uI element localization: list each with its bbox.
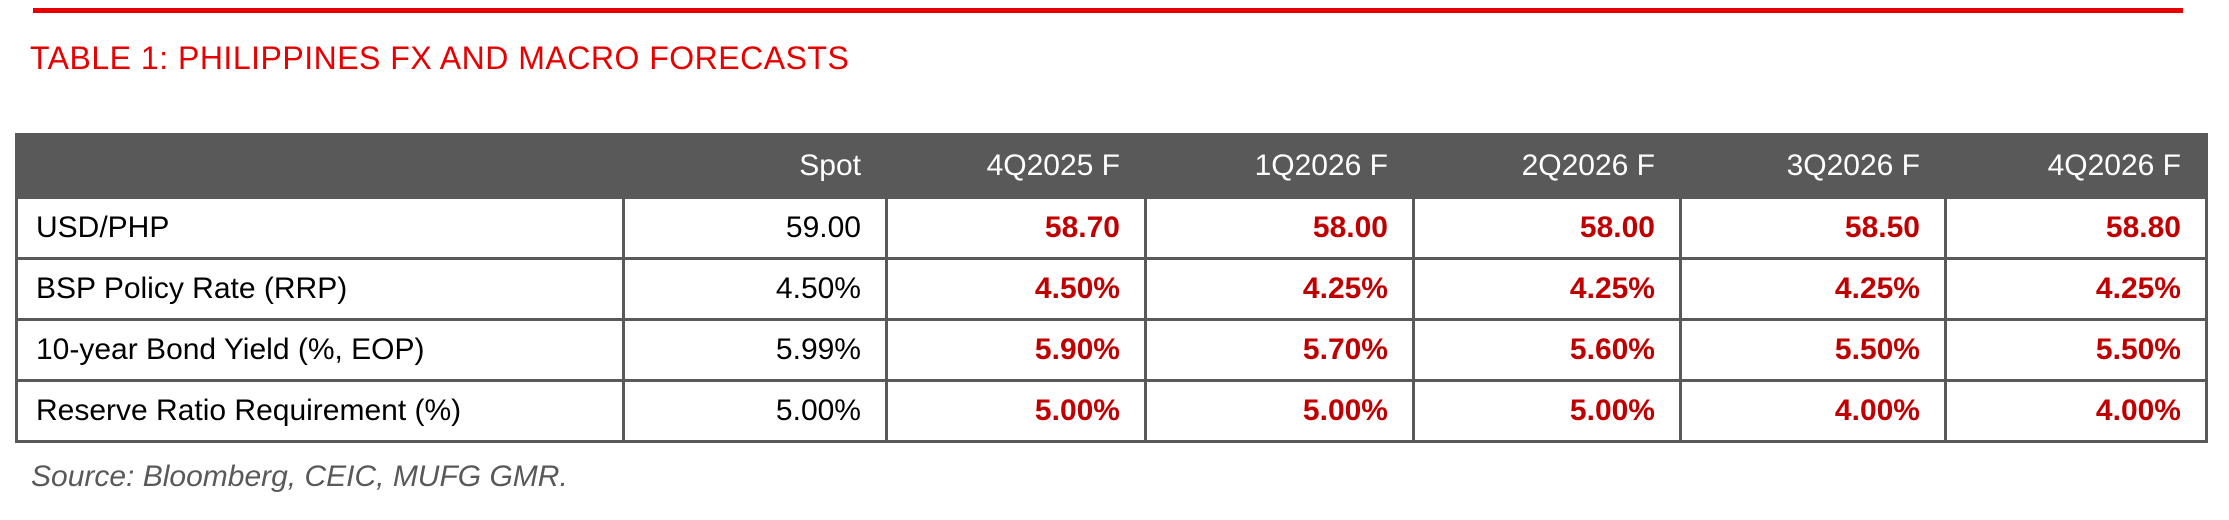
table-row-reserve-ratio: Reserve Ratio Requirement (%) 5.00% 5.00… [15,379,2208,443]
top-rule-divider [33,8,2183,13]
forecast-value: 4.25% [1144,257,1415,321]
forecast-value: 4.25% [1412,257,1682,321]
header-row: Spot 4Q2025 F 1Q2026 F 2Q2026 F 3Q2026 F… [15,133,2208,199]
forecast-value: 58.70 [885,196,1147,260]
forecast-value: 4.25% [1944,257,2208,321]
spot-value: 5.00% [622,379,888,443]
forecast-value: 5.90% [885,318,1147,382]
forecast-value: 5.00% [885,379,1147,443]
row-label: BSP Policy Rate (RRP) [15,257,625,321]
table-row-bsp-policy-rate: BSP Policy Rate (RRP) 4.50% 4.50% 4.25% … [15,257,2208,321]
column-header-spot: Spot [622,133,888,199]
spot-value: 59.00 [622,196,888,260]
forecast-value: 4.50% [885,257,1147,321]
forecast-value: 4.25% [1679,257,1947,321]
column-header-3q2026: 3Q2026 F [1679,133,1947,199]
table-row-usdphp: USD/PHP 59.00 58.70 58.00 58.00 58.50 58… [15,196,2208,260]
column-header-blank [15,133,625,199]
column-header-1q2026: 1Q2026 F [1144,133,1415,199]
forecast-value: 5.50% [1679,318,1947,382]
forecast-value: 5.00% [1144,379,1415,443]
forecast-value: 5.60% [1412,318,1682,382]
spot-value: 5.99% [622,318,888,382]
forecast-value: 4.00% [1679,379,1947,443]
forecast-value: 58.00 [1144,196,1415,260]
row-label: Reserve Ratio Requirement (%) [15,379,625,443]
row-label: 10-year Bond Yield (%, EOP) [15,318,625,382]
forecast-value: 58.50 [1679,196,1947,260]
row-label: USD/PHP [15,196,625,260]
forecast-value: 58.00 [1412,196,1682,260]
fx-macro-forecast-table: Spot 4Q2025 F 1Q2026 F 2Q2026 F 3Q2026 F… [15,133,2208,443]
spot-value: 4.50% [622,257,888,321]
forecast-value: 5.70% [1144,318,1415,382]
table-row-bond-yield: 10-year Bond Yield (%, EOP) 5.99% 5.90% … [15,318,2208,382]
table-title: TABLE 1: PHILIPPINES FX AND MACRO FORECA… [30,40,850,76]
forecast-value: 58.80 [1944,196,2208,260]
column-header-4q2026: 4Q2026 F [1944,133,2208,199]
column-header-4q2025: 4Q2025 F [885,133,1147,199]
forecast-value: 4.00% [1944,379,2208,443]
source-note: Source: Bloomberg, CEIC, MUFG GMR. [31,460,568,493]
forecast-value: 5.00% [1412,379,1682,443]
forecast-value: 5.50% [1944,318,2208,382]
column-header-2q2026: 2Q2026 F [1412,133,1682,199]
